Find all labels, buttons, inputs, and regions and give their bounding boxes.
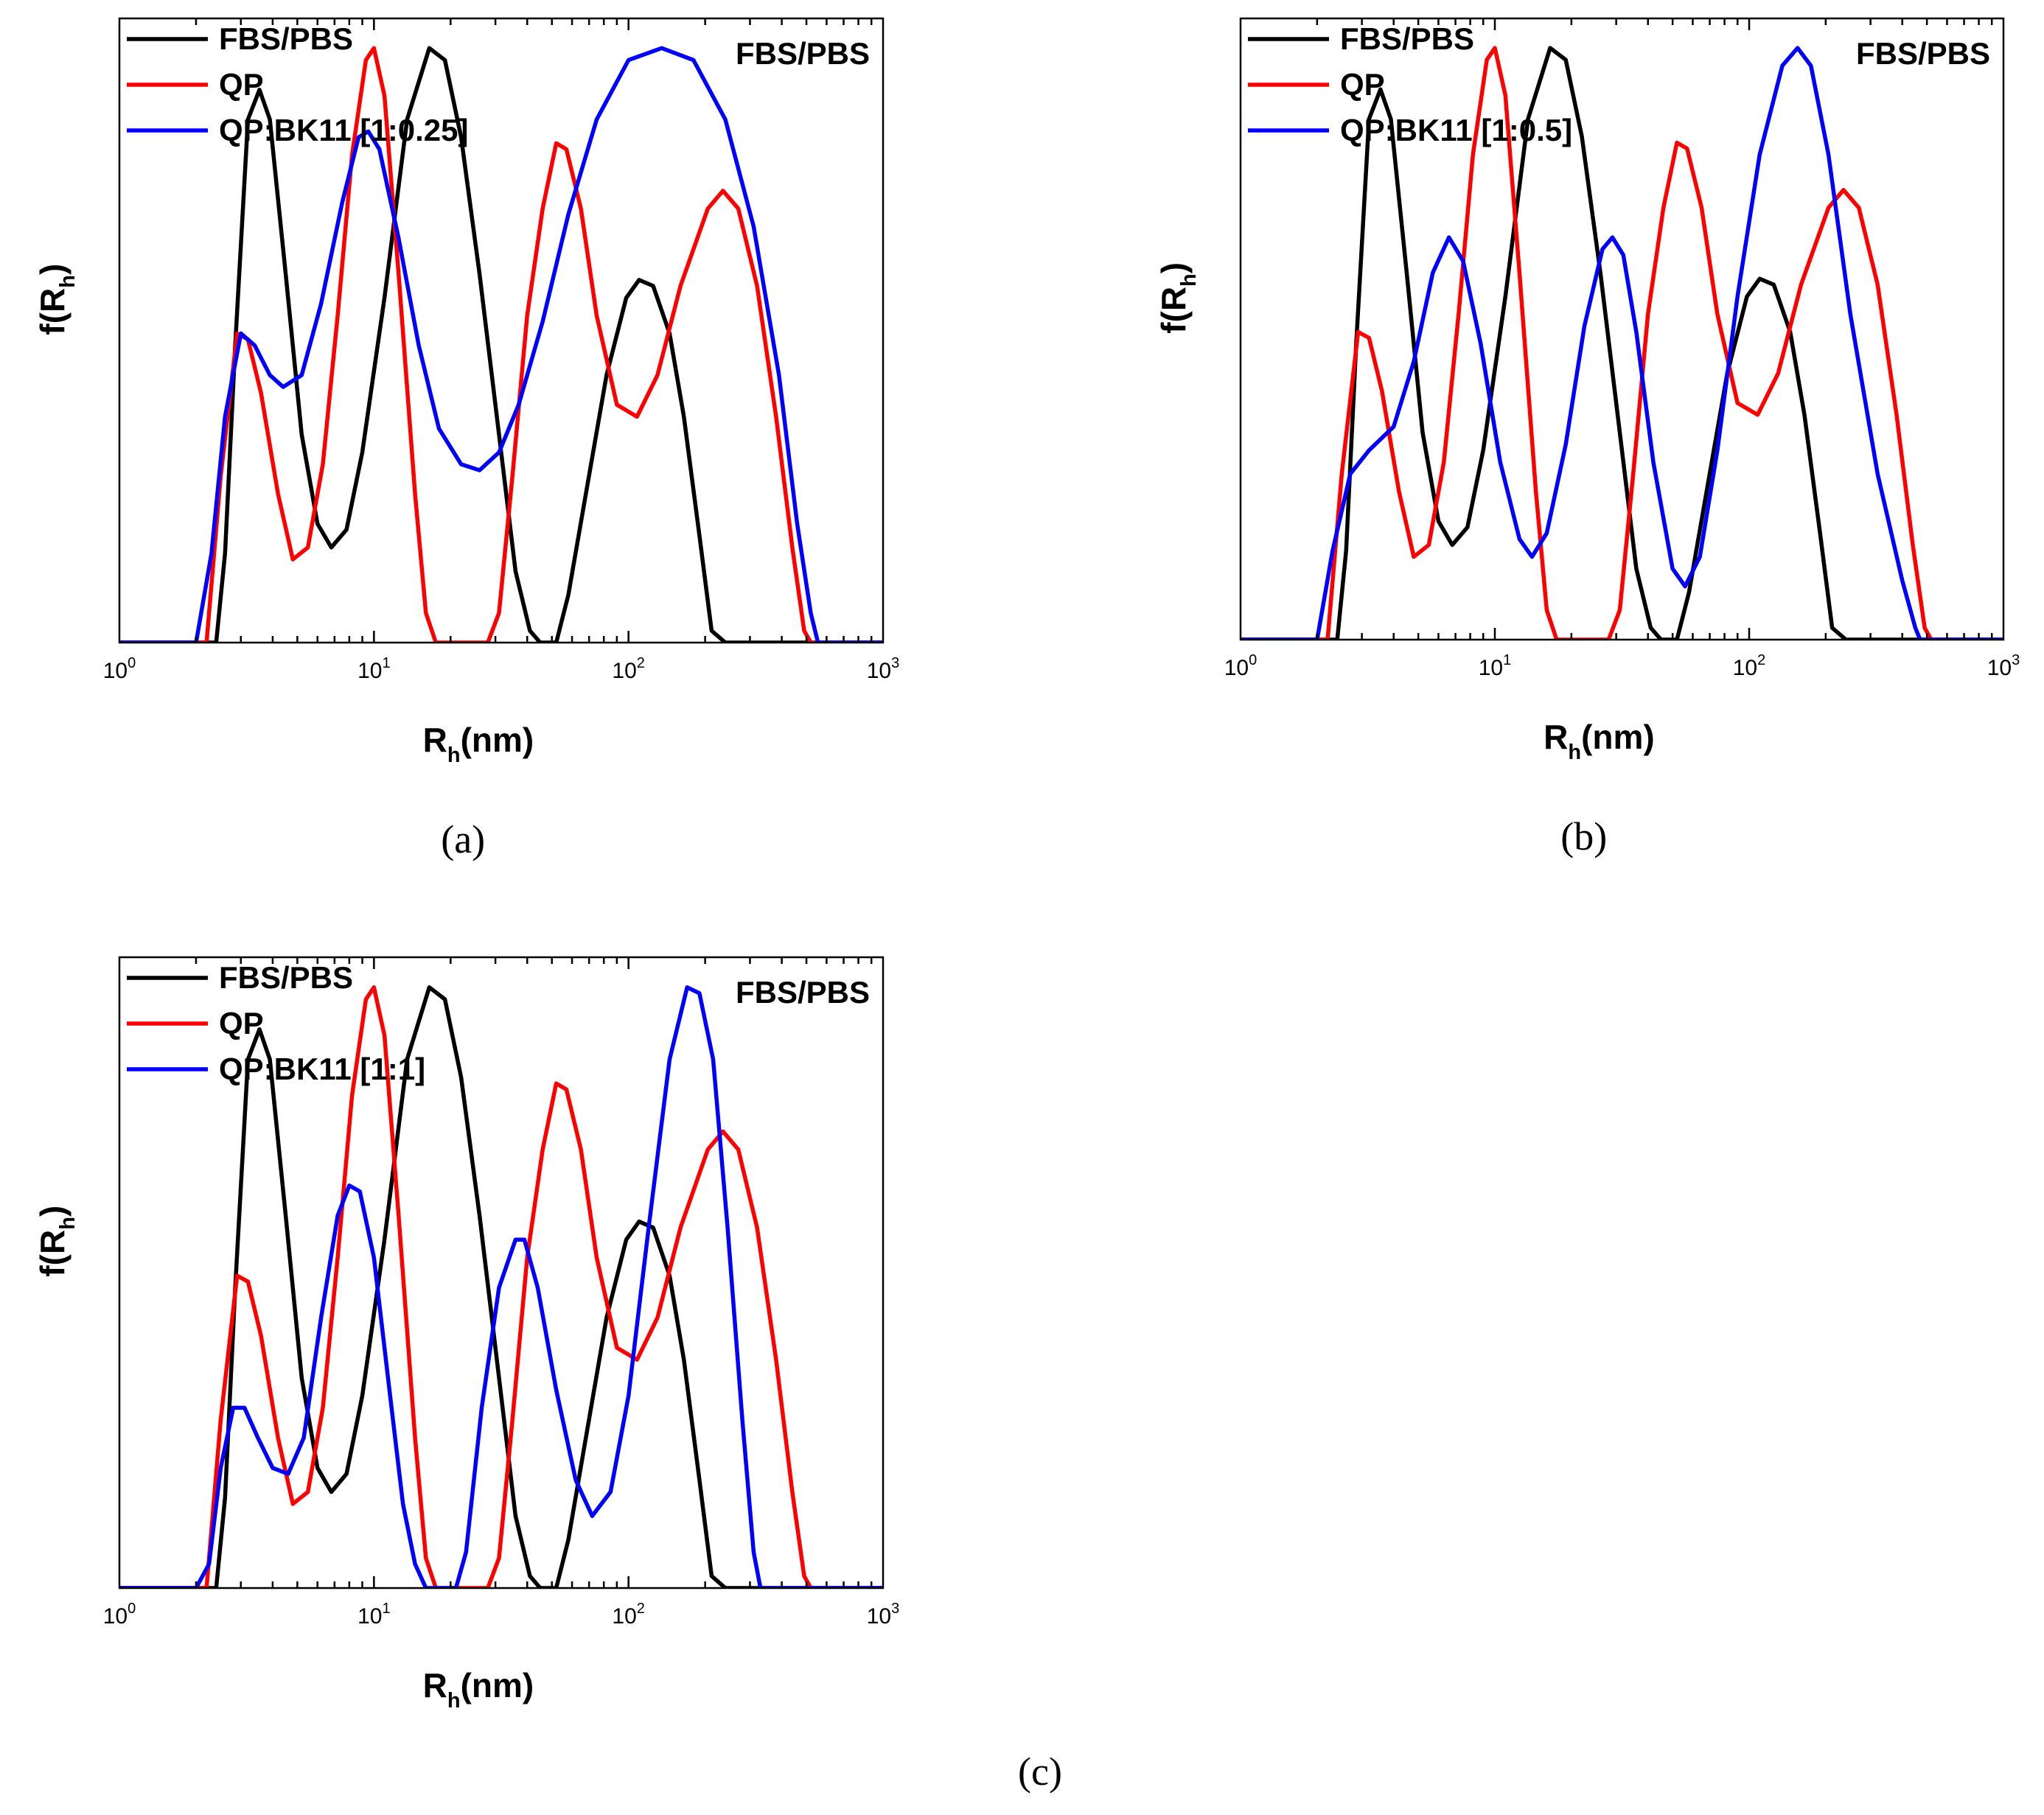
x-tick-exponent: 0	[128, 655, 136, 671]
panel-caption: (c)	[1018, 1749, 1062, 1794]
legend-label: FBS/PBS	[1340, 21, 1474, 56]
x-label-rest: (nm)	[461, 721, 534, 759]
legend-label: QP:BK11 [1:0.5]	[1340, 113, 1572, 147]
y-label-sub: h	[56, 275, 80, 288]
series-line-qp	[1241, 46, 2003, 640]
x-tick-exponent: 2	[1757, 652, 1765, 668]
x-tick-base: 10	[103, 659, 128, 683]
x-label-sub: h	[1568, 741, 1581, 764]
chart-panel-b: 100 101 102 103Rh(nm)f(Rh)FBS/PBSQPQP:BK11 …	[1154, 17, 2020, 858]
x-tick-base: 10	[1224, 656, 1249, 680]
x-label-sub: h	[447, 744, 461, 767]
series-line-fbs-pbs	[1241, 46, 2003, 640]
x-label-rest: (nm)	[461, 1666, 534, 1704]
x-axis-label: Rh(nm)	[423, 721, 534, 767]
x-tick-label: 100	[1224, 652, 1258, 680]
x-tick-exponent: 0	[1249, 652, 1257, 668]
x-tick-label: 103	[867, 655, 900, 683]
legend-label: QP:BK11 [1:1]	[219, 1052, 425, 1086]
x-tick-exponent: 3	[891, 1601, 899, 1617]
y-label-sub: h	[56, 1217, 80, 1230]
x-label-rest: (nm)	[1581, 718, 1655, 756]
legend-label: FBS/PBS	[219, 21, 353, 56]
panel-caption: (a)	[441, 817, 485, 861]
x-tick-label: 101	[1479, 652, 1512, 680]
x-tick-base: 10	[612, 659, 636, 683]
x-label-main: R	[423, 1666, 447, 1704]
x-label-main: R	[1544, 718, 1568, 756]
series-line-qp-bk11-1-0-5	[1241, 46, 2003, 640]
chart-panel-c: 100 101 102 103Rh(nm)f(Rh)FBS/PBSQPQP:BK11 …	[33, 956, 1062, 1794]
x-tick-exponent: 1	[1503, 652, 1511, 668]
legend-label: QP	[219, 67, 264, 102]
series-line-qp-bk11-1-0-25	[119, 46, 883, 643]
y-axis-label: f(Rh)	[33, 264, 80, 335]
x-tick-base: 10	[103, 1604, 128, 1629]
x-tick-exponent: 3	[891, 655, 899, 671]
panel-annotation: FBS/PBS	[736, 975, 870, 1010]
legend-label: QP:BK11 [1:0.25]	[219, 113, 468, 147]
panel-annotation: FBS/PBS	[736, 36, 870, 71]
panel-caption: (b)	[1560, 814, 1607, 858]
chart-panel-a: 100 101 102 103Rh(nm)f(Rh)FBS/PBSQPQP:BK11 …	[33, 17, 900, 861]
x-tick-label: 103	[867, 1601, 900, 1629]
series-line-fbs-pbs	[119, 985, 883, 1588]
y-label-rest: )	[33, 264, 71, 275]
x-tick-exponent: 2	[637, 1601, 645, 1617]
x-tick-label: 103	[1987, 652, 2020, 680]
x-tick-base: 10	[357, 1604, 382, 1629]
legend-label: QP	[219, 1006, 264, 1041]
plot-frame	[118, 956, 885, 1590]
x-tick-base: 10	[612, 1604, 636, 1629]
y-label-rest: )	[1154, 262, 1193, 273]
x-tick-base: 10	[867, 1604, 891, 1629]
series-line-qp	[119, 46, 883, 643]
x-tick-label: 102	[612, 655, 645, 683]
panel-annotation: FBS/PBS	[1856, 36, 1990, 71]
x-tick-exponent: 1	[382, 655, 390, 671]
x-label-main: R	[423, 721, 447, 759]
series-line-qp-bk11-1-1	[119, 985, 883, 1588]
y-label-rest: )	[33, 1206, 71, 1217]
series-line-qp	[119, 985, 883, 1588]
legend-label: QP	[1340, 67, 1385, 102]
x-tick-label: 101	[357, 1601, 391, 1629]
x-axis-label: Rh(nm)	[423, 1666, 534, 1713]
x-tick-base: 10	[1987, 656, 2012, 680]
x-tick-label: 102	[612, 1601, 645, 1629]
x-tick-base: 10	[357, 659, 382, 683]
x-tick-exponent: 1	[382, 1601, 390, 1617]
y-label-main: f(R	[33, 1230, 71, 1277]
y-label-main: f(R	[33, 288, 71, 335]
plot-frame	[1239, 17, 2005, 641]
x-axis-label: Rh(nm)	[1544, 718, 1655, 764]
series-line-fbs-pbs	[119, 46, 883, 643]
x-tick-base: 10	[1733, 656, 1757, 680]
x-tick-exponent: 0	[128, 1601, 136, 1617]
x-tick-label: 100	[103, 655, 136, 683]
x-tick-label: 100	[103, 1601, 136, 1629]
y-label-main: f(R	[1154, 287, 1193, 334]
x-tick-label: 101	[357, 655, 391, 683]
x-tick-exponent: 2	[637, 655, 645, 671]
legend-label: FBS/PBS	[219, 960, 353, 995]
y-label-sub: h	[1177, 273, 1201, 287]
x-tick-base: 10	[867, 659, 891, 683]
y-axis-label: f(Rh)	[1154, 262, 1201, 334]
x-tick-base: 10	[1479, 656, 1503, 680]
x-tick-label: 102	[1733, 652, 1766, 680]
y-axis-label: f(Rh)	[33, 1206, 80, 1277]
x-tick-exponent: 3	[2012, 652, 2020, 668]
x-label-sub: h	[447, 1689, 461, 1713]
plot-frame	[118, 17, 885, 644]
